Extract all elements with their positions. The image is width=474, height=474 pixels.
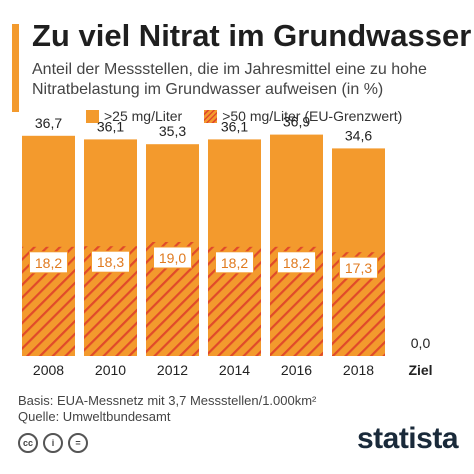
category-label-2018: 2018 bbox=[343, 362, 374, 378]
cc-icon[interactable]: cc bbox=[18, 433, 38, 453]
chart-subtitle: Anteil der Messstellen, die im Jahresmit… bbox=[32, 61, 427, 98]
chart-title: Zu viel Nitrat im Grundwasser bbox=[32, 18, 472, 53]
legend-label-over-25: >25 mg/Liter bbox=[104, 108, 183, 124]
inner-value-label-2016: 18,2 bbox=[283, 255, 310, 271]
inner-value-label-2018: 17,3 bbox=[345, 260, 372, 276]
legend-item-over-50: >50 mg/Liter (EU-Grenzwert) bbox=[204, 108, 402, 124]
category-label-Ziel: Ziel bbox=[408, 362, 432, 378]
inner-label-box-2010 bbox=[91, 250, 130, 273]
person-icon[interactable]: i bbox=[43, 433, 63, 453]
category-label-2016: 2016 bbox=[281, 362, 312, 378]
legend-swatch-hatched bbox=[204, 109, 218, 123]
outer-value-label-2010: 36,1 bbox=[97, 118, 124, 134]
legend-swatch-solid bbox=[86, 109, 99, 123]
outer-value-label-2018: 34,6 bbox=[345, 127, 372, 143]
inner-label-box-2014 bbox=[215, 251, 254, 274]
outer-value-label-2008: 36,7 bbox=[35, 115, 62, 131]
inner-label-box-2008 bbox=[29, 251, 68, 274]
outer-value-label-2014: 36,1 bbox=[221, 118, 248, 134]
inner-value-label-2012: 19,0 bbox=[159, 250, 186, 266]
legend-item-over-25: >25 mg/Liter bbox=[86, 108, 182, 124]
inner-value-label-2010: 18,3 bbox=[97, 254, 124, 270]
category-label-2010: 2010 bbox=[95, 362, 126, 378]
basis-note: Basis: EUA-Messnetz mit 3,7 Messstellen/… bbox=[18, 393, 317, 408]
inner-label-box-2012 bbox=[153, 246, 192, 269]
outer-value-label-2012: 35,3 bbox=[159, 123, 186, 139]
legend: >25 mg/Liter >50 mg/Liter (EU-Grenzwert) bbox=[86, 106, 424, 126]
category-label-2012: 2012 bbox=[157, 362, 188, 378]
accent-bar bbox=[12, 24, 19, 112]
inner-value-label-2008: 18,2 bbox=[35, 255, 62, 271]
category-label-2014: 2014 bbox=[219, 362, 250, 378]
outer-value-label-Ziel: 0,0 bbox=[411, 335, 431, 351]
inner-label-box-2018 bbox=[339, 256, 378, 279]
legend-label-over-50: >50 mg/Liter (EU-Grenzwert) bbox=[222, 108, 403, 124]
statista-logo[interactable]: statista bbox=[356, 422, 459, 455]
source-note: Quelle: Umweltbundesamt bbox=[18, 409, 171, 424]
category-label-2008: 2008 bbox=[33, 362, 64, 378]
outer-value-label-2016: 36,9 bbox=[283, 114, 310, 130]
equal-icon[interactable]: = bbox=[68, 433, 88, 453]
inner-value-label-2014: 18,2 bbox=[221, 255, 248, 271]
inner-label-box-2016 bbox=[277, 251, 316, 274]
license-icons: cc i = bbox=[18, 433, 93, 453]
